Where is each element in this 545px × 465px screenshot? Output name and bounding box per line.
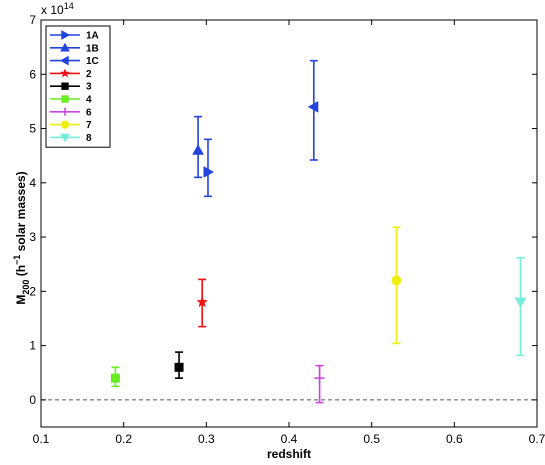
y-axis-multiplier-exponent: 14: [64, 1, 74, 11]
y-axis-label-close: solar masses): [14, 171, 28, 254]
y-axis-multiplier-base: x 10: [41, 3, 64, 17]
x-tick-label: 0.4: [281, 432, 298, 446]
legend-label-1C: 1C: [86, 56, 99, 67]
x-tick-label: 0.5: [363, 432, 380, 446]
x-tick-label: 0.2: [115, 432, 132, 446]
x-tick-label: 0.3: [198, 432, 215, 446]
series-layer: [110, 59, 527, 404]
y-tick-label: 4: [29, 176, 36, 190]
legend-label-2: 2: [86, 69, 92, 80]
y-axis-label-superscript: −1: [12, 255, 22, 265]
data-point-1A: [203, 166, 215, 178]
legend-entry-3: 3: [50, 82, 92, 93]
series-3: [174, 351, 184, 379]
series-7: [391, 226, 402, 345]
legend-marker-7: [60, 120, 70, 129]
y-tick-label: 7: [29, 13, 36, 27]
y-tick-label: 2: [29, 284, 36, 298]
legend-label-7: 7: [86, 120, 92, 131]
legend-marker-2: [60, 68, 70, 78]
data-point-4: [110, 373, 120, 383]
y-axis-multiplier: x 1014: [41, 1, 74, 17]
axes-layer: 0.1 0.2 0.3 0.4 0.5 0.6 0.7 0 1 2 3 4 5 6 7: [29, 13, 545, 446]
series-6: [314, 364, 325, 404]
series-8: [514, 256, 527, 357]
legend-marker-1C: [59, 55, 69, 66]
legend-entry-4: 4: [50, 95, 92, 106]
series-1C: [307, 59, 319, 161]
legend-label-4: 4: [86, 95, 92, 106]
y-axis-label-main: M: [14, 295, 28, 305]
y-axis-label-open: (h: [14, 265, 28, 280]
series-1A: [203, 138, 215, 198]
y-tick-label: 3: [29, 230, 36, 244]
plot-background: [41, 20, 537, 427]
legend-entry-7: 7: [50, 120, 92, 131]
legend-entry-8: 8: [50, 133, 92, 144]
data-point-1B: [192, 144, 204, 155]
legend-marker-1A: [61, 30, 71, 40]
legend-entry-1A: 1A: [50, 30, 99, 42]
y-tick-label: 6: [29, 67, 36, 81]
series-2: [196, 278, 209, 328]
plot-area: [41, 20, 537, 427]
y-axis-label-subscript: 200: [21, 280, 31, 295]
legend-label-1B: 1B: [86, 43, 99, 54]
legend-marker-4: [61, 95, 69, 103]
series-1B: [192, 115, 204, 179]
y-tick-label: 1: [29, 339, 36, 353]
data-point-6: [314, 373, 325, 384]
x-tick-label: 0.7: [529, 432, 545, 446]
legend-entry-2: 2: [50, 68, 92, 80]
legend-marker-1B: [60, 42, 70, 52]
legend-marker-3: [61, 82, 69, 90]
legend-label-1A: 1A: [86, 31, 99, 42]
data-point-3: [174, 362, 184, 372]
x-axis-label: redshift: [267, 447, 311, 461]
legend-entry-1C: 1C: [50, 55, 99, 67]
y-tick-label: 5: [29, 122, 36, 136]
legend-label-8: 8: [86, 133, 92, 144]
y-axis-label: M200 (h−1 solar masses): [12, 171, 31, 304]
x-tick-label: 0.6: [446, 432, 463, 446]
y-tick-label: 0: [29, 393, 36, 407]
legend-label-3: 3: [86, 82, 92, 93]
data-point-7: [391, 275, 402, 286]
series-4: [110, 366, 120, 388]
legend-entry-1B: 1B: [50, 42, 99, 54]
legend-marker-6: [61, 107, 69, 116]
data-point-8: [514, 297, 527, 309]
legend-marker-8: [60, 133, 70, 143]
x-tick-label: 0.1: [33, 432, 50, 446]
data-point-2: [196, 295, 209, 308]
data-point-1C: [307, 100, 319, 113]
legend-entry-6: 6: [50, 107, 92, 118]
svg-text:M200 (h−1 solar masses): M200 (h−1 solar masses): [12, 171, 31, 304]
legend-label-6: 6: [86, 107, 92, 118]
